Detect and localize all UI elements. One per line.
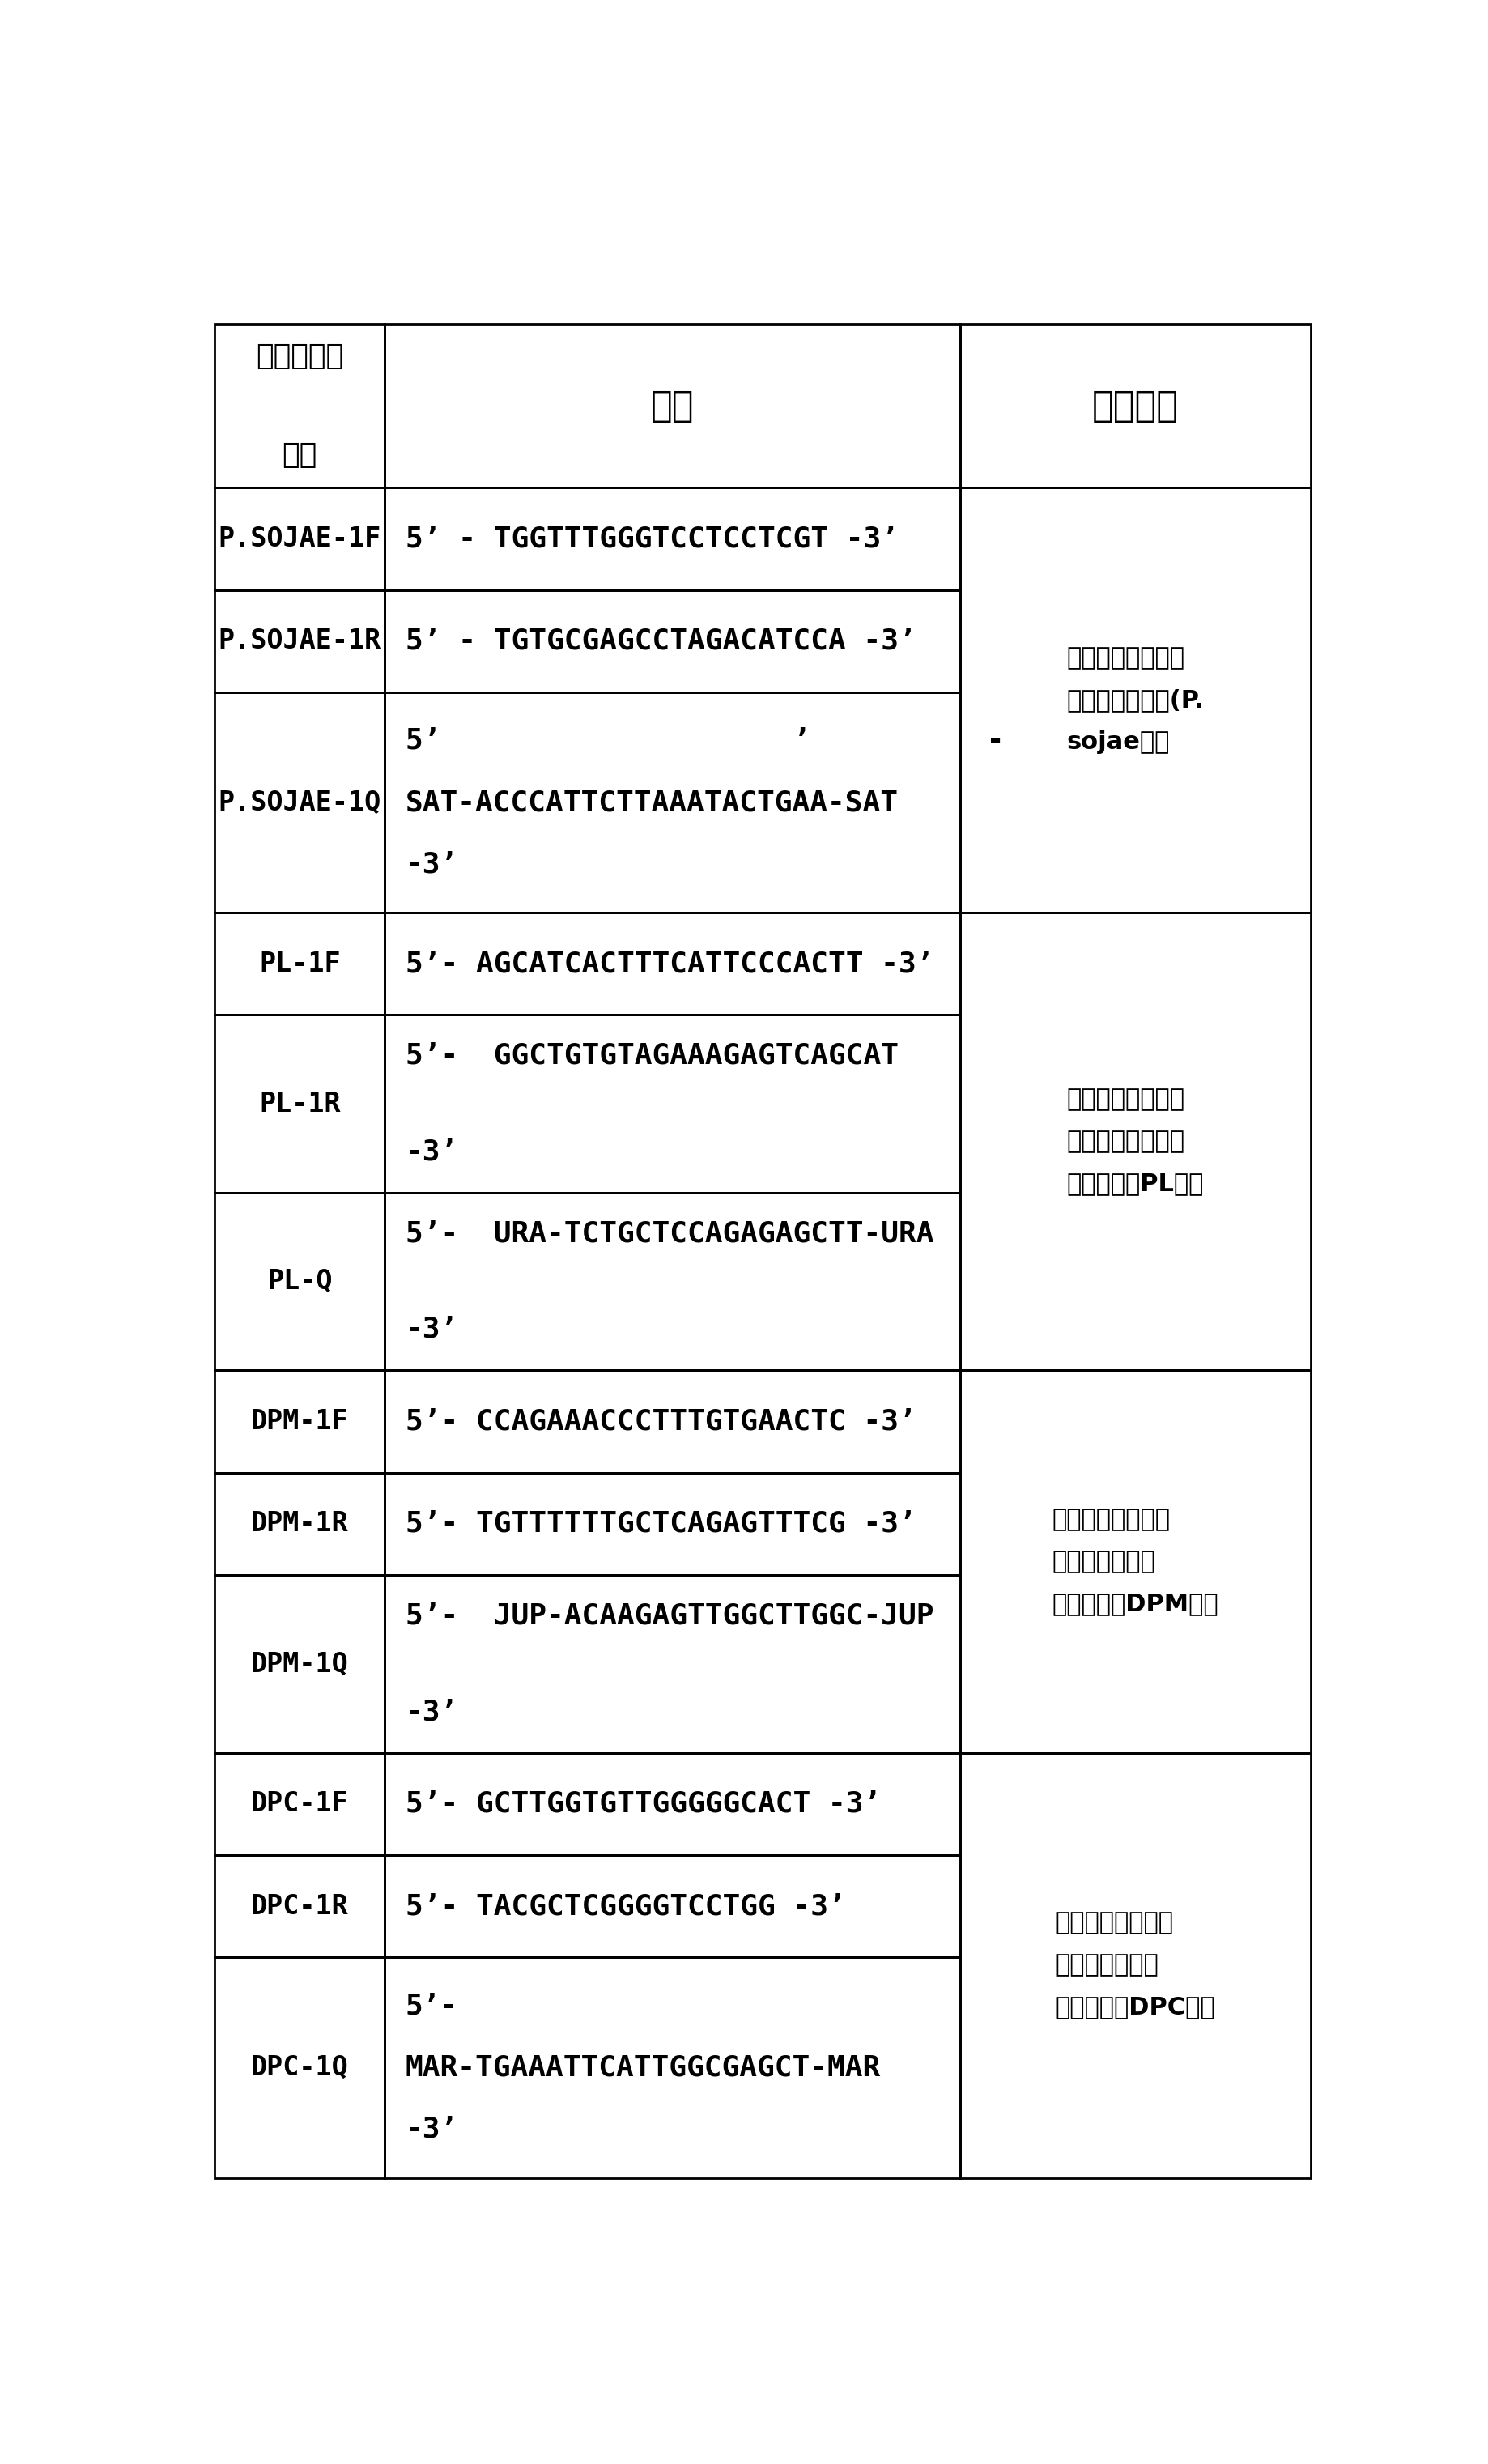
Bar <box>960 325 1311 488</box>
Bar <box>960 1370 1311 1752</box>
Text: DPC-1R: DPC-1R <box>251 1892 348 1919</box>
Text: -3’: -3’ <box>405 1138 458 1165</box>
Bar <box>214 1956 384 2178</box>
Text: 5’-  GGCTGTGTAGAAAGAGTCAGCAT: 5’- GGCTGTGTAGAAAGAGTCAGCAT <box>405 1042 899 1069</box>
Text: 大豆南方茎溃疡病
菌特异性检测引
物、探针（DPM组）: 大豆南方茎溃疡病 菌特异性检测引 物、探针（DPM组） <box>1052 1508 1219 1616</box>
Text: 5’ - TGTGCGAGCCTAGACATCCA -3’: 5’ - TGTGCGAGCCTAGACATCCA -3’ <box>405 628 917 655</box>
Text: -3’: -3’ <box>405 1316 458 1343</box>
Bar <box>214 1574 384 1752</box>
Bar <box>384 1956 960 2178</box>
Text: 5’- GCTTGGTGTTGGGGGCACT -3’: 5’- GCTTGGTGTTGGGGGCACT -3’ <box>405 1791 881 1818</box>
Text: PL-Q: PL-Q <box>268 1269 332 1296</box>
Text: -3’: -3’ <box>405 1698 458 1725</box>
Bar <box>214 1015 384 1193</box>
Bar <box>384 1752 960 1855</box>
Text: 大豆疫病菌特异性
检测引物、探针(P.
sojae组）: 大豆疫病菌特异性 检测引物、探针(P. sojae组） <box>1067 646 1204 754</box>
Bar <box>214 692 384 912</box>
Text: PL-1R: PL-1R <box>259 1092 341 1116</box>
Bar <box>960 488 1311 912</box>
Bar <box>384 488 960 589</box>
Bar <box>214 1855 384 1956</box>
Text: 5’-  JUP-ACAAGAGTTGGCTTGGC-JUP: 5’- JUP-ACAAGAGTTGGCTTGGC-JUP <box>405 1602 933 1629</box>
Text: 5’- CCAGAAACCCTTTGTGAACTC -3’: 5’- CCAGAAACCCTTTGTGAACTC -3’ <box>405 1407 917 1437</box>
Bar <box>960 912 1311 1370</box>
Text: 5’-  URA-TCTGCTCCAGAGAGCTT-URA: 5’- URA-TCTGCTCCAGAGAGCTT-URA <box>405 1220 933 1247</box>
Bar <box>384 1574 960 1752</box>
Text: 5’- TACGCTCGGGGTCCTGG -3’: 5’- TACGCTCGGGGTCCTGG -3’ <box>405 1892 845 1919</box>
Text: 大豆北方茎溃疡病
菌特异性检测引
物、探针（DPC组）: 大豆北方茎溃疡病 菌特异性检测引 物、探针（DPC组） <box>1055 1912 1216 2018</box>
Bar <box>384 1855 960 1956</box>
Text: 5’-: 5’- <box>405 1993 458 2020</box>
Text: PL-1F: PL-1F <box>259 951 341 978</box>
Text: DPC-1F: DPC-1F <box>251 1791 348 1818</box>
Bar <box>214 1752 384 1855</box>
Text: DPC-1Q: DPC-1Q <box>251 2055 348 2082</box>
Bar <box>384 692 960 912</box>
Text: MAR-TGAAATTCATTGGCGAGCT-MAR: MAR-TGAAATTCATTGGCGAGCT-MAR <box>405 2055 881 2082</box>
Text: 5’- AGCATCACTTTCATTCCCACTT -3’: 5’- AGCATCACTTTCATTCCCACTT -3’ <box>405 951 933 978</box>
Text: 序列: 序列 <box>650 389 693 424</box>
Bar <box>384 1370 960 1473</box>
Bar <box>214 325 384 488</box>
Bar <box>214 488 384 589</box>
Text: 5’                    ’          -: 5’ ’ - <box>405 727 1004 754</box>
Bar <box>214 1370 384 1473</box>
Bar <box>384 1193 960 1370</box>
Bar <box>214 1193 384 1370</box>
Bar <box>960 1752 1311 2178</box>
Text: -3’: -3’ <box>405 2117 458 2144</box>
Text: 探针说明: 探针说明 <box>1092 389 1178 424</box>
Text: P.SOJAE-1Q: P.SOJAE-1Q <box>219 788 381 816</box>
Text: 大豆拟茎点霍种子
腐烂病菌特异性引
物、探针（PL组）: 大豆拟茎点霍种子 腐烂病菌特异性引 物、探针（PL组） <box>1067 1087 1204 1195</box>
Bar <box>214 912 384 1015</box>
Bar <box>214 1473 384 1574</box>
Text: DPM-1Q: DPM-1Q <box>251 1651 348 1678</box>
Bar <box>214 589 384 692</box>
Text: P.SOJAE-1F: P.SOJAE-1F <box>219 525 381 552</box>
Text: 5’ - TGGTTTGGGTCCTCCTCGT -3’: 5’ - TGGTTTGGGTCCTCCTCGT -3’ <box>405 525 899 552</box>
Text: DPM-1F: DPM-1F <box>251 1409 348 1434</box>
Text: 引物、探针

名称: 引物、探针 名称 <box>256 342 344 468</box>
Text: 5’- TGTTTTTTGCTCAGAGTTTCG -3’: 5’- TGTTTTTTGCTCAGAGTTTCG -3’ <box>405 1510 917 1538</box>
Bar <box>384 325 960 488</box>
Text: -3’: -3’ <box>405 850 458 877</box>
Text: SAT-ACCCATTCTTAAATACTGAA-SAT: SAT-ACCCATTCTTAAATACTGAA-SAT <box>405 788 899 816</box>
Bar <box>384 1015 960 1193</box>
Bar <box>384 1473 960 1574</box>
Text: DPM-1R: DPM-1R <box>251 1510 348 1538</box>
Bar <box>384 589 960 692</box>
Text: P.SOJAE-1R: P.SOJAE-1R <box>219 628 381 655</box>
Bar <box>384 912 960 1015</box>
